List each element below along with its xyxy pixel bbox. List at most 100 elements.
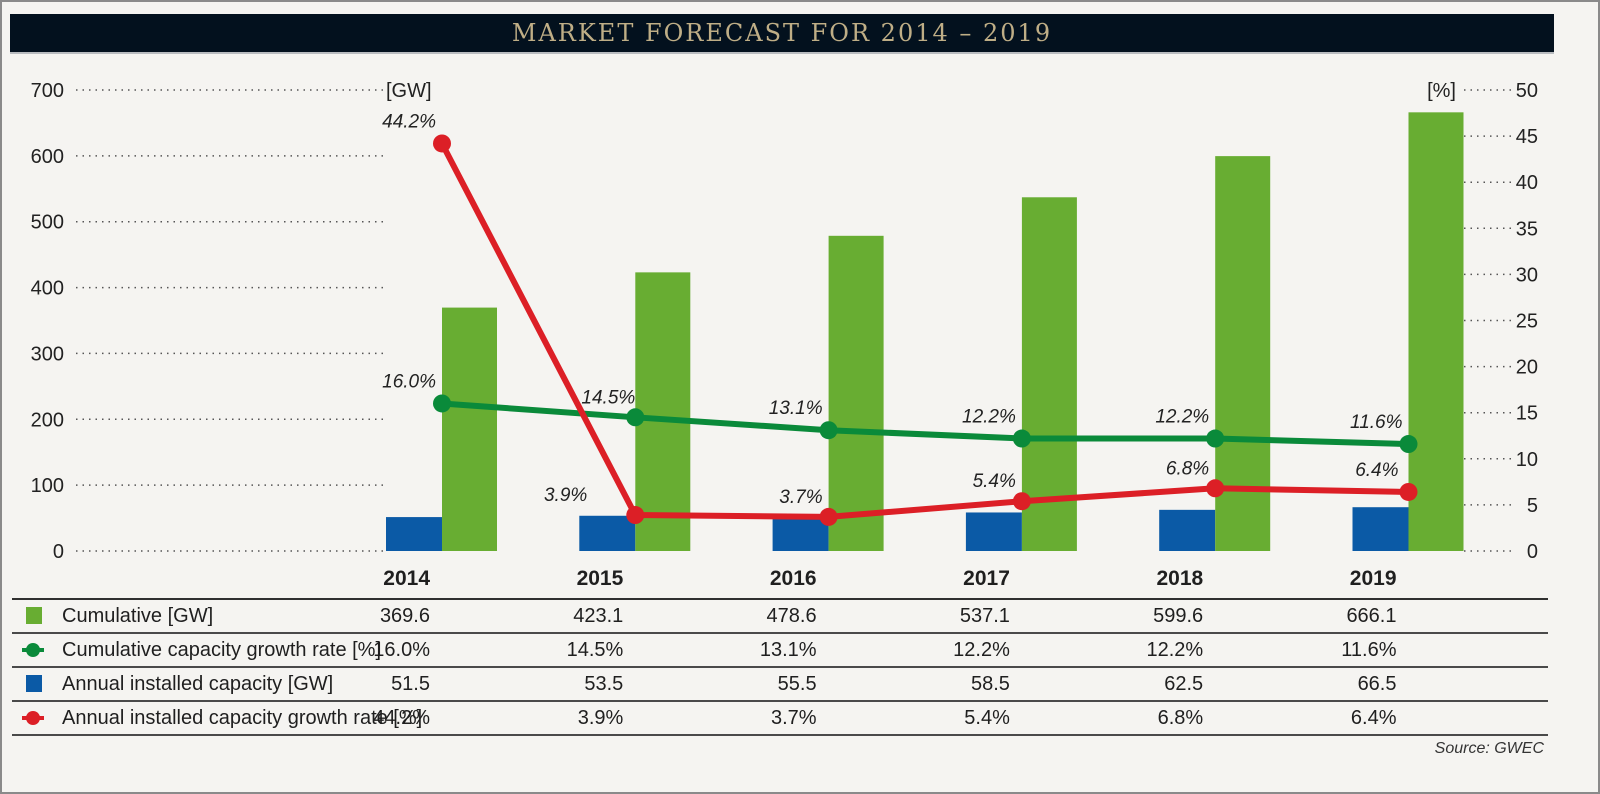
data-table: 2014 2015 2016 2017 2018 2019 Cumulative [GW] 3… [12,560,1548,736]
bar-annual-installed-2015 [579,515,636,551]
left-axis-tick-label: 500 [31,212,64,234]
cumulative-growth-data-label: 14.5% [581,387,635,408]
left-axis-tick-label: 100 [31,475,64,497]
blue-square-icon [26,675,42,692]
left-axis-tick-label: 300 [31,343,64,365]
annual-growth-data-label: 6.4% [1355,460,1398,481]
legend-label: Annual installed capacity growth rate [%… [62,706,423,729]
cumulative-growth-point-2015 [626,408,645,427]
right-axis-tick-label: 20 [1516,357,1538,379]
cumulative-growth-point-2016 [819,421,838,440]
bar-annual-installed-2014 [386,517,442,551]
bar-cumulative-2019 [1408,112,1464,552]
table-cell: 423.1 [573,604,624,627]
cumulative-growth-point-2017 [1012,429,1031,448]
right-axis-tick-label: 30 [1516,264,1538,286]
table-cell: 12.2% [1146,638,1204,661]
cumulative-growth-data-label: 11.6% [1350,412,1403,433]
cumulative-growth-data-label: 13.1% [769,398,823,419]
table-cell: 478.6 [766,604,817,627]
table-cell: 44.2% [373,706,430,729]
year-header: 2017 [963,567,1010,590]
year-header: 2014 [383,567,430,590]
right-axis-tick-label: 0 [1527,541,1538,560]
table-cell: 3.7% [771,706,817,729]
table-cell: 369.6 [379,604,430,627]
right-axis-tick-label: 45 [1516,126,1538,148]
bar-annual-installed-2017 [965,512,1022,551]
right-axis-tick-label: 50 [1516,80,1538,102]
table-cell: 58.5 [970,672,1010,695]
bar-cumulative-2014 [442,307,497,551]
annual-growth-data-label: 6.8% [1166,458,1209,479]
title-bar: MARKET FORECAST FOR 2014 – 2019 [10,14,1554,54]
green-square-icon [26,607,42,624]
table-cell: 12.2% [953,638,1010,661]
table-cell: 11.6% [1341,638,1397,661]
annual-growth-data-label: 5.4% [973,471,1016,492]
left-axis-tick-label: 600 [31,146,64,168]
year-header: 2018 [1156,567,1204,590]
left-axis-tick-label: 200 [31,409,64,431]
legend-label: Cumulative capacity growth rate [%] [62,638,382,661]
annual-growth-line [439,140,1412,520]
chart-plot: 0 100 200 300 400 500 600 700 [GW] 0 5 10 15 20 25 30 35… [31,80,1538,560]
table-row: Annual installed capacity [GW] 51.5 53.5 55… [12,666,1548,700]
right-axis-tick-label: 5 [1527,495,1538,517]
bar-cumulative-2017 [1021,197,1077,551]
table-cell: 5.4% [964,706,1010,729]
cumulative-growth-point-2014 [433,394,451,413]
left-axis-unit-label: [GW] [386,80,432,102]
cumulative-growth-data-label: 12.2% [1155,407,1209,428]
table-cell: 6.4% [1350,706,1397,729]
right-axis-unit-label: [%] [1427,80,1456,102]
table-cell: 599.6 [1153,604,1204,627]
green-line-dot-icon [22,643,44,657]
right-axis-tick-label: 25 [1516,311,1538,333]
cumulative-growth-point-2019 [1399,435,1418,454]
legend-label: Cumulative [GW] [62,604,214,627]
left-axis-tick-label: 0 [53,541,64,560]
bar-annual-installed-2019 [1352,507,1409,551]
table-row: Cumulative [GW] 369.6 423.1 478.6 537.1 599.6… [12,598,1548,632]
table-cell: 53.5 [584,672,624,695]
table-cell: 51.5 [391,672,430,695]
annual-growth-point-2014 [433,134,451,153]
table-cell: 16.0% [373,638,430,661]
bar-cumulative-2016 [828,235,884,551]
annual-growth-point-2016 [819,507,838,526]
cumulative-growth-point-2018 [1206,429,1225,448]
annual-growth-point-2017 [1012,492,1031,511]
annual-growth-data-label: 44.2% [382,111,436,132]
red-line-dot-icon [22,711,44,725]
chart-title: MARKET FORECAST FOR 2014 – 2019 [511,19,1053,47]
right-axis-tick-label: 10 [1516,449,1538,471]
table-cell: 13.1% [759,638,817,661]
table-cell: 55.5 [777,672,817,695]
annual-growth-data-label: 3.7% [779,487,822,508]
table-cell: 6.8% [1157,706,1204,729]
right-axis-tick-label: 40 [1516,172,1538,194]
year-header: 2015 [576,567,624,590]
right-axis-tick-label: 35 [1516,218,1538,240]
annual-growth-point-2015 [626,506,645,525]
source-note: Source: GWEC [1434,740,1544,757]
table-cell: 537.1 [959,604,1010,627]
right-axis-tick-label: 15 [1516,403,1538,425]
left-axis-tick-label: 400 [31,278,64,300]
table-cell: 66.5 [1357,672,1397,695]
table-cell: 62.5 [1164,672,1204,695]
table-cell: 3.9% [577,706,624,729]
table-row: Annual installed capacity growth rate [%… [12,700,1548,736]
table-cell: 666.1 [1346,604,1397,627]
table-row: Cumulative capacity growth rate [%] 16.0%… [12,632,1548,666]
left-axis-tick-label: 700 [31,80,64,102]
annual-growth-point-2018 [1206,479,1225,498]
bar-annual-installed-2016 [772,514,829,551]
bar-cumulative-2018 [1215,156,1271,551]
annual-growth-data-label: 3.9% [544,485,587,506]
table-cell: 14.5% [566,638,624,661]
year-header: 2019 [1349,567,1397,590]
cumulative-growth-data-label: 12.2% [962,407,1016,428]
